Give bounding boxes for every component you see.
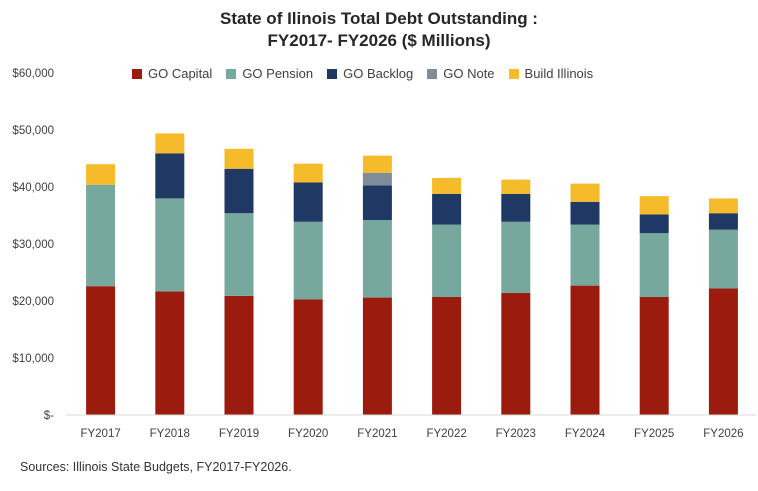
bar-segment-go-capital-fy2024 xyxy=(570,285,600,415)
legend-item-go-backlog: GO Backlog xyxy=(327,66,413,81)
legend-label-go-capital: GO Capital xyxy=(148,66,213,81)
bar-segment-build-illinois-fy2023 xyxy=(501,179,531,194)
chart-title-line1: State of Ilinois Total Debt Outstanding … xyxy=(220,9,538,28)
bar-segment-build-illinois-fy2018 xyxy=(155,133,185,154)
bar-segment-go-pension-fy2023 xyxy=(501,221,531,294)
bar-segment-go-backlog-fy2025 xyxy=(639,214,669,234)
legend-swatch-build-illinois xyxy=(508,68,519,79)
bar-segment-go-pension-fy2018 xyxy=(155,198,185,292)
legend-label-go-backlog: GO Backlog xyxy=(343,66,414,81)
bar-segment-go-backlog-fy2020 xyxy=(293,182,323,222)
y-tick-label: $10,000 xyxy=(12,353,54,365)
legend-swatch-go-pension xyxy=(226,68,237,79)
chart-title-line2: FY2017- FY2026 ($ Millions) xyxy=(267,31,491,50)
bar-segment-go-capital-fy2019 xyxy=(224,295,254,415)
bar-segment-go-backlog-fy2026 xyxy=(708,213,738,230)
legend-swatch-go-capital xyxy=(132,68,142,79)
y-tick-label: $40,000 xyxy=(12,182,54,194)
bar-segment-go-pension-fy2020 xyxy=(293,221,323,300)
bar-segment-go-pension-fy2021 xyxy=(362,220,392,298)
y-tick-label: $30,000 xyxy=(12,239,54,251)
y-tick-label: $20,000 xyxy=(12,296,54,308)
x-tick-label: FY2023 xyxy=(496,428,536,440)
bar-segment-build-illinois-fy2022 xyxy=(432,177,462,194)
x-axis-ticks: FY2017 FY2018 FY2019 FY2020 FY2021 FY2022 FY20… xyxy=(80,428,743,440)
bar-segment-build-illinois-fy2019 xyxy=(224,148,254,169)
bar-segment-go-pension-fy2017 xyxy=(86,184,116,287)
bar-segment-go-pension-fy2024 xyxy=(570,224,600,286)
legend-item-go-pension: GO Pension xyxy=(226,66,313,81)
x-tick-label: FY2017 xyxy=(80,428,120,440)
x-tick-label: FY2026 xyxy=(703,428,743,440)
legend-label-build-illinois: Build Illinois xyxy=(524,66,594,81)
bar-segment-go-capital-fy2025 xyxy=(639,297,669,415)
bar-segment-build-illinois-fy2024 xyxy=(570,183,600,202)
bar-segment-go-pension-fy2025 xyxy=(639,233,669,298)
legend-label-go-pension: GO Pension xyxy=(242,66,314,81)
bar-segment-go-backlog-fy2024 xyxy=(570,201,600,225)
bar-segment-go-backlog-fy2021 xyxy=(362,185,392,221)
bar-segment-go-pension-fy2019 xyxy=(224,213,254,296)
bar-segment-go-capital-fy2022 xyxy=(432,297,462,415)
legend-item-go-capital: GO Capital xyxy=(132,66,212,81)
chart-legend: GO Capital GO Pension GO Backlog GO Note… xyxy=(132,66,593,81)
y-axis-ticks: $- $10,000 $20,000 $30,000 $40,000 $50,000 $60… xyxy=(12,68,54,422)
legend-label-go-note: GO Note xyxy=(443,66,495,81)
y-tick-label: $50,000 xyxy=(12,125,54,137)
bar-segment-go-capital-fy2017 xyxy=(86,286,116,415)
source-note: Sources: Illinois State Budgets, FY2017-… xyxy=(20,460,292,474)
x-tick-label: FY2018 xyxy=(150,428,190,440)
legend-item-build-illinois: Build Illinois xyxy=(508,66,594,81)
legend-swatch-go-backlog xyxy=(327,68,338,79)
bar-segment-build-illinois-fy2026 xyxy=(708,198,738,214)
chart-title: State of Ilinois Total Debt Outstanding … xyxy=(0,8,758,52)
bar-segment-go-note-fy2021 xyxy=(362,172,392,186)
bar-segment-build-illinois-fy2021 xyxy=(362,155,392,173)
bar-segment-go-pension-fy2022 xyxy=(432,224,462,298)
bar-segment-go-backlog-fy2018 xyxy=(155,153,185,199)
bar-segment-go-capital-fy2020 xyxy=(293,299,323,415)
bar-segment-build-illinois-fy2025 xyxy=(639,196,669,215)
y-tick-label: $- xyxy=(44,410,54,422)
y-tick-label: $60,000 xyxy=(12,68,54,80)
x-tick-label: FY2022 xyxy=(426,428,466,440)
bar-segment-build-illinois-fy2020 xyxy=(293,163,323,183)
bar-segment-build-illinois-fy2017 xyxy=(86,164,116,185)
x-tick-label: FY2019 xyxy=(219,428,259,440)
bars-group xyxy=(86,133,738,415)
bar-segment-go-pension-fy2026 xyxy=(708,229,738,289)
bar-segment-go-capital-fy2021 xyxy=(362,297,392,415)
x-tick-label: FY2021 xyxy=(357,428,397,440)
x-tick-label: FY2025 xyxy=(634,428,674,440)
bar-segment-go-backlog-fy2023 xyxy=(501,193,531,222)
x-tick-label: FY2020 xyxy=(288,428,328,440)
bar-segment-go-backlog-fy2022 xyxy=(432,193,462,225)
legend-item-go-note: GO Note xyxy=(427,66,495,81)
x-tick-label: FY2024 xyxy=(565,428,606,440)
bar-segment-go-capital-fy2018 xyxy=(155,291,185,415)
bar-segment-go-backlog-fy2019 xyxy=(224,168,254,214)
legend-swatch-go-note xyxy=(427,68,438,79)
bar-segment-go-capital-fy2023 xyxy=(501,293,531,415)
bar-segment-go-capital-fy2026 xyxy=(708,288,738,415)
